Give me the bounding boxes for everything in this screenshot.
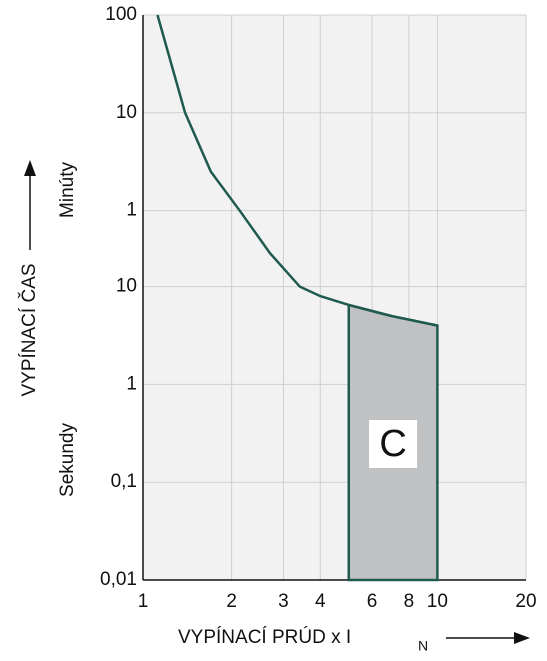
y-tick-label: 100 <box>105 4 137 25</box>
x-tick-label: 10 <box>427 591 448 612</box>
plot-area <box>143 15 526 580</box>
annotation: C <box>379 423 406 465</box>
minutes-label: Minúty <box>57 162 78 218</box>
y-tick-label: 0,01 <box>100 569 137 590</box>
x-tick-label: 1 <box>138 591 149 612</box>
y-tick-label: 10 <box>116 276 137 297</box>
x-tick-label: 2 <box>226 591 237 612</box>
y-arrow-head <box>24 160 36 176</box>
y-tick-label: 1 <box>126 373 137 394</box>
annotation-box <box>369 420 418 468</box>
y-axis-label: VYPÍNACÍ ČAS <box>18 263 40 396</box>
y-tick-label: 1 <box>126 200 137 221</box>
x-tick-label: 4 <box>315 591 326 612</box>
x-tick-label: 8 <box>404 591 415 612</box>
x-axis-label-sub: N <box>418 638 428 654</box>
x-tick-label: 3 <box>278 591 289 612</box>
seconds-label: Sekundy <box>57 423 78 497</box>
x-axis-label: VYPÍNACÍ PRÚD x I <box>178 626 351 648</box>
y-tick-label: 0,1 <box>111 471 137 492</box>
x-arrow-head <box>514 632 530 644</box>
x-tick-label: 20 <box>515 591 536 612</box>
y-tick-label: 10 <box>116 102 137 123</box>
trip-curve <box>156 14 438 327</box>
x-tick-label: 6 <box>367 591 378 612</box>
